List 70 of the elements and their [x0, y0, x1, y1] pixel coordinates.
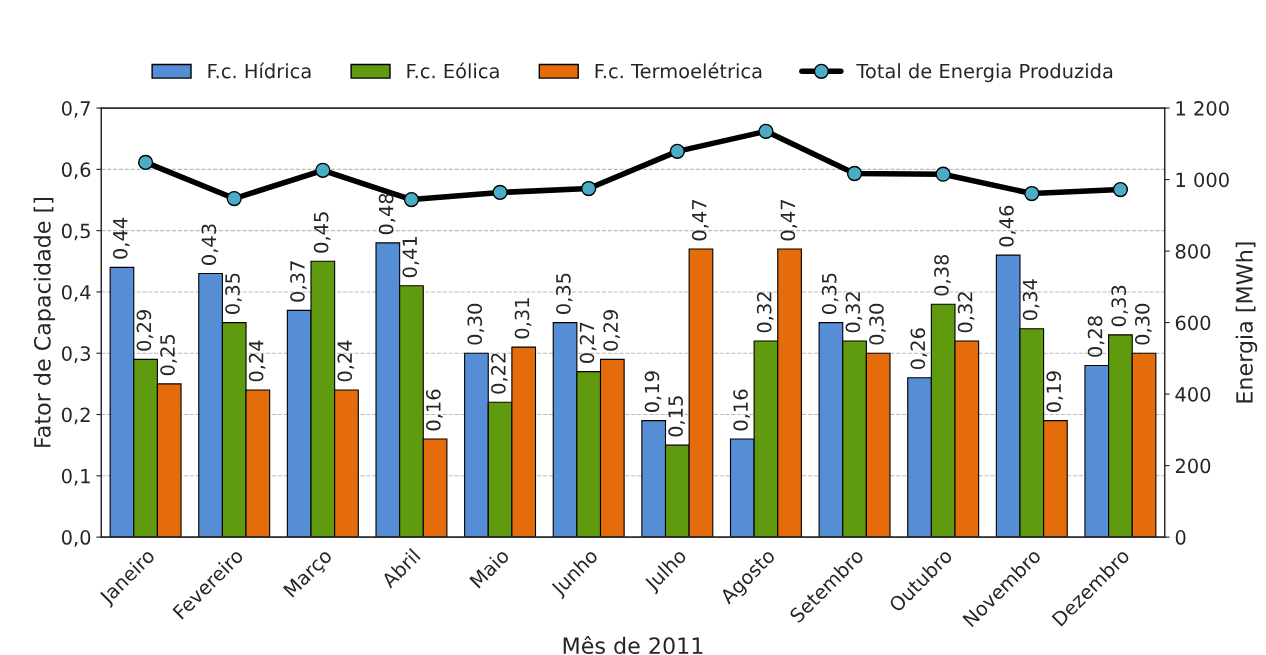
data-label: 0,47: [691, 200, 709, 241]
y-tick-label: 0,4: [61, 284, 91, 302]
y2-tick-label: 1 000: [1176, 172, 1229, 188]
data-label: 0,32: [957, 292, 975, 333]
legend-label: F.c. Termoelétrica: [595, 62, 762, 79]
point: [137, 154, 154, 171]
data-label: 0,32: [756, 292, 774, 333]
data-label: 0,45: [313, 212, 331, 253]
data-label: 0,29: [603, 310, 620, 351]
data-label: 0,27: [579, 322, 597, 363]
point: [226, 190, 242, 207]
y-tick-label: 0,0: [61, 530, 91, 547]
y-tick-label: 0,2: [61, 407, 90, 425]
data-label: 0,16: [426, 389, 443, 431]
y2-tick-label: 0: [1175, 530, 1186, 545]
y-tick-label: 0,3: [61, 346, 90, 363]
data-label: 0,16: [733, 389, 750, 431]
data-label: 0,48: [378, 193, 396, 235]
point: [846, 165, 863, 182]
y-axis-title: Fator de Capacidade []: [33, 198, 56, 447]
data-label: 0,29: [136, 310, 154, 351]
data-label: 0,37: [290, 261, 307, 302]
data-label: 0,19: [644, 371, 662, 413]
data-label: 0,28: [1087, 316, 1105, 357]
point: [403, 191, 420, 208]
y-tick-label: 0,7: [61, 101, 90, 118]
point: [581, 180, 597, 197]
data-label: 0,15: [668, 396, 685, 437]
data-label: 0,24: [248, 340, 266, 382]
data-label: 0,30: [1134, 303, 1152, 345]
data-label: 0,43: [201, 224, 219, 265]
data-label: 0,46: [999, 205, 1016, 247]
legend-label: F.c. Hídrica: [208, 62, 311, 79]
data-label: 0,34: [1022, 279, 1040, 321]
legend-label: F.c. Eólica: [407, 62, 499, 79]
point: [935, 166, 951, 182]
data-label: 0,25: [160, 334, 177, 376]
data-label: 0,35: [225, 273, 242, 314]
data-label: 0,22: [491, 353, 508, 394]
y2-tick-label: 400: [1175, 387, 1211, 402]
data-label: 0,30: [869, 303, 886, 345]
point: [1112, 181, 1129, 198]
data-label: 0,33: [1111, 285, 1129, 327]
y-tick-label: 0,5: [61, 223, 90, 241]
data-label: 0,30: [467, 303, 485, 345]
y2-tick-label: 1 200: [1176, 101, 1229, 116]
data-label: 0,31: [514, 298, 532, 339]
point: [492, 184, 508, 201]
legend-label: Total de Energia Produzida: [856, 63, 1113, 83]
data-label: 0,44: [112, 217, 130, 259]
y2-axis-title: Energia [MWh]: [1235, 242, 1258, 403]
y2-tick-label: 800: [1175, 244, 1211, 259]
data-label: 0,35: [555, 273, 573, 314]
data-label: 0,24: [337, 340, 355, 382]
x-axis-title: Mês de 2011: [563, 635, 703, 655]
data-label: 0,41: [402, 236, 420, 278]
point: [1024, 185, 1040, 202]
data-label: 0,19: [1046, 371, 1064, 413]
point: [758, 123, 774, 139]
data-label: 0,35: [821, 273, 839, 314]
y-tick-label: 0,6: [61, 162, 91, 180]
data-label: 0,47: [780, 200, 798, 241]
y2-tick-label: 600: [1175, 315, 1211, 331]
y2-tick-label: 200: [1175, 458, 1211, 474]
point: [315, 162, 331, 178]
data-label: 0,32: [845, 292, 863, 333]
data-label: 0,38: [934, 254, 951, 296]
data-label: 0,26: [910, 328, 928, 370]
y-tick-label: 0,1: [61, 468, 90, 486]
point: [669, 143, 685, 159]
